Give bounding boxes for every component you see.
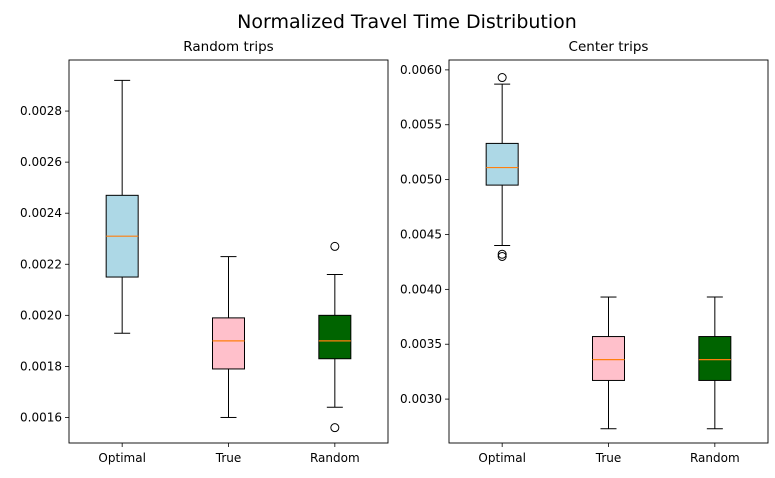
x-tick-label: True <box>595 451 622 465</box>
outlier-point <box>497 249 507 259</box>
y-tick-label: 0.0020 <box>20 308 62 322</box>
box-body <box>592 336 625 381</box>
subplot-title: Center trips <box>569 39 649 55</box>
box-body <box>212 317 245 370</box>
box-body <box>485 142 519 186</box>
y-tick-label: 0.0028 <box>20 104 62 118</box>
outlier-point <box>330 423 340 433</box>
box-body <box>698 336 732 381</box>
x-tick-label: Optimal <box>98 451 145 465</box>
y-tick-label: 0.0045 <box>400 227 442 241</box>
subplot-title: Random trips <box>183 39 273 55</box>
y-tick-label: 0.0026 <box>20 155 62 169</box>
y-tick-label: 0.0055 <box>400 118 442 132</box>
outlier-point <box>497 251 507 261</box>
x-tick-label: Random <box>310 451 360 465</box>
y-tick-label: 0.0035 <box>400 337 442 351</box>
box-body <box>318 314 352 360</box>
figure-suptitle: Normalized Travel Time Distribution <box>237 11 577 33</box>
x-tick-label: True <box>215 451 242 465</box>
axes-frame <box>68 59 389 444</box>
x-tick-label: Random <box>690 451 740 465</box>
y-tick-label: 0.0030 <box>400 392 442 406</box>
outlier-point <box>497 73 507 83</box>
y-tick-label: 0.0018 <box>20 359 62 373</box>
subplot-random-trips: Random trips 0.0016 0.0018 0.0020 0.0022 0.0… <box>20 39 389 465</box>
y-tick-label: 0.0022 <box>20 257 62 271</box>
y-tick-label: 0.0040 <box>400 282 442 296</box>
y-tick-label: 0.0060 <box>400 63 442 77</box>
y-tick-label: 0.0016 <box>20 410 62 424</box>
axes-frame <box>448 59 769 444</box>
y-tick-label: 0.0050 <box>400 173 442 187</box>
outlier-point <box>330 241 340 251</box>
x-tick-label: Optimal <box>478 451 525 465</box>
subplot-center-trips: Center trips 0.0030 0.0035 0.0040 0.0045 0.0… <box>400 39 769 465</box>
y-tick-label: 0.0024 <box>20 206 62 220</box>
